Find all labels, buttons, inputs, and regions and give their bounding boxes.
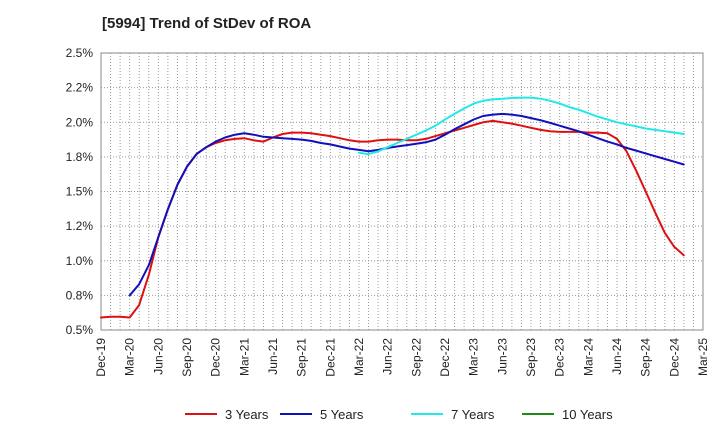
y-tick-labels: 2.5% 2.2% 2.0% 1.8% 1.5% 1.2% 1.0% 0.8% 0.5%: [66, 46, 94, 337]
x-tick-label: Dec-21: [323, 338, 337, 377]
plot-border: [100, 52, 704, 331]
gridlines: [101, 52, 703, 330]
legend-label: 10 Years: [562, 407, 613, 422]
series-lines: [100, 96, 685, 319]
x-tick-label: Mar-24: [581, 338, 595, 376]
y-tick-label: 1.0%: [66, 254, 94, 268]
x-tick-label: Dec-23: [553, 338, 567, 377]
x-tick-label: Sep-21: [295, 338, 309, 377]
x-tick-label: Sep-24: [639, 338, 653, 377]
series-line-7-years: [358, 96, 685, 156]
y-tick-label: 0.8%: [66, 288, 94, 302]
x-tick-label: Mar-21: [237, 338, 251, 376]
x-tick-label: Mar-23: [467, 338, 481, 376]
y-tick-label: 1.8%: [66, 150, 94, 164]
legend: 3 Years 5 Years 7 Years 10 Years: [185, 407, 613, 422]
y-tick-label: 2.0%: [66, 115, 94, 129]
x-tick-label: Mar-20: [123, 338, 137, 376]
x-tick-label: Dec-20: [209, 338, 223, 377]
x-tick-label: Jun-24: [610, 338, 624, 375]
x-tick-label: Jun-23: [495, 338, 509, 375]
x-tick-label: Sep-22: [409, 338, 423, 377]
x-tick-label: Sep-20: [180, 338, 194, 377]
y-tick-label: 0.5%: [66, 323, 94, 337]
x-tick-label: Sep-23: [524, 338, 538, 377]
series-line-5-years: [128, 112, 685, 297]
x-tick-label: Mar-22: [352, 338, 366, 376]
y-tick-label: 1.5%: [66, 185, 94, 199]
legend-label: 5 Years: [320, 407, 364, 422]
x-tick-label: Jun-20: [151, 338, 165, 375]
x-tick-label: Jun-21: [266, 338, 280, 375]
y-tick-label: 2.2%: [66, 81, 94, 95]
legend-label: 3 Years: [225, 407, 269, 422]
x-tick-label: Dec-19: [94, 338, 108, 377]
axes: [100, 52, 704, 331]
chart-title: [5994] Trend of StDev of ROA: [102, 15, 311, 32]
x-tick-label: Jun-22: [381, 338, 395, 375]
x-tick-labels: Dec-19 Mar-20 Jun-20 Sep-20 Dec-20 Mar-21 Jun-…: [94, 338, 710, 377]
y-tick-label: 1.2%: [66, 219, 94, 233]
x-tick-label: Dec-22: [438, 338, 452, 377]
x-tick-label: Mar-25: [696, 338, 710, 376]
legend-label: 7 Years: [451, 407, 495, 422]
x-tick-label: Dec-24: [667, 338, 681, 377]
y-tick-label: 2.5%: [66, 46, 94, 60]
